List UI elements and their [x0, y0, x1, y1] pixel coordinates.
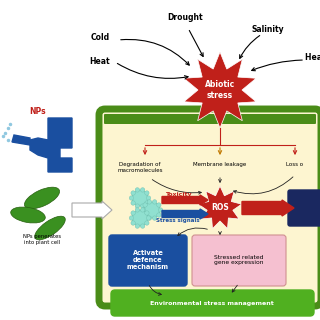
Circle shape	[157, 213, 161, 217]
FancyBboxPatch shape	[109, 235, 187, 286]
Circle shape	[131, 191, 135, 195]
FancyArrow shape	[242, 200, 294, 216]
Circle shape	[140, 208, 145, 212]
Text: Toxicity: Toxicity	[165, 192, 191, 197]
Circle shape	[131, 221, 135, 225]
Circle shape	[135, 204, 140, 208]
Text: Heavy m: Heavy m	[305, 53, 320, 62]
Circle shape	[143, 213, 147, 217]
Circle shape	[135, 208, 140, 212]
FancyArrow shape	[162, 209, 208, 219]
Text: ROS: ROS	[211, 204, 229, 212]
Circle shape	[144, 202, 160, 218]
Circle shape	[143, 203, 147, 207]
FancyBboxPatch shape	[104, 114, 316, 124]
Text: Abiotic
stress: Abiotic stress	[205, 80, 235, 100]
Circle shape	[147, 200, 152, 204]
FancyArrow shape	[162, 195, 208, 205]
Ellipse shape	[11, 207, 45, 223]
Text: Loss o: Loss o	[286, 162, 304, 167]
Text: NPs penerates
into plant cell: NPs penerates into plant cell	[23, 234, 61, 245]
Circle shape	[146, 216, 151, 220]
Circle shape	[135, 224, 140, 228]
Circle shape	[145, 191, 149, 195]
Polygon shape	[30, 118, 72, 172]
Circle shape	[146, 196, 151, 200]
FancyBboxPatch shape	[111, 290, 314, 316]
Ellipse shape	[35, 216, 65, 240]
Text: Environmental stress management: Environmental stress management	[150, 300, 274, 306]
Text: NPs: NPs	[30, 108, 46, 116]
Ellipse shape	[24, 187, 60, 209]
Circle shape	[145, 201, 149, 205]
Circle shape	[129, 196, 134, 200]
Text: Degradation of
macromolecules: Degradation of macromolecules	[117, 162, 163, 173]
Circle shape	[140, 188, 145, 192]
Circle shape	[158, 208, 163, 212]
FancyBboxPatch shape	[192, 235, 286, 286]
Polygon shape	[12, 135, 30, 145]
FancyBboxPatch shape	[288, 190, 320, 226]
Circle shape	[140, 204, 145, 208]
Circle shape	[129, 216, 134, 220]
Text: Activate
defence
mechanism: Activate defence mechanism	[127, 250, 169, 270]
Text: Salinity: Salinity	[252, 26, 284, 35]
Text: Stressed related
gene expression: Stressed related gene expression	[214, 255, 264, 265]
FancyBboxPatch shape	[99, 109, 320, 306]
Text: Cold: Cold	[91, 34, 109, 43]
Polygon shape	[184, 52, 256, 128]
Circle shape	[140, 224, 145, 228]
Text: Heat: Heat	[90, 58, 110, 67]
Text: Membrane leakage: Membrane leakage	[193, 162, 247, 167]
Circle shape	[135, 188, 140, 192]
Text: Stress signals: Stress signals	[156, 218, 200, 223]
Text: Drought: Drought	[167, 13, 203, 22]
Circle shape	[132, 190, 148, 206]
Circle shape	[147, 216, 152, 220]
Circle shape	[132, 210, 148, 226]
Circle shape	[131, 201, 135, 205]
Circle shape	[141, 208, 146, 212]
Circle shape	[152, 216, 157, 220]
Circle shape	[145, 221, 149, 225]
FancyArrow shape	[72, 201, 112, 219]
Circle shape	[145, 211, 149, 215]
Circle shape	[131, 211, 135, 215]
Polygon shape	[198, 186, 242, 229]
Circle shape	[157, 203, 161, 207]
Circle shape	[152, 200, 157, 204]
